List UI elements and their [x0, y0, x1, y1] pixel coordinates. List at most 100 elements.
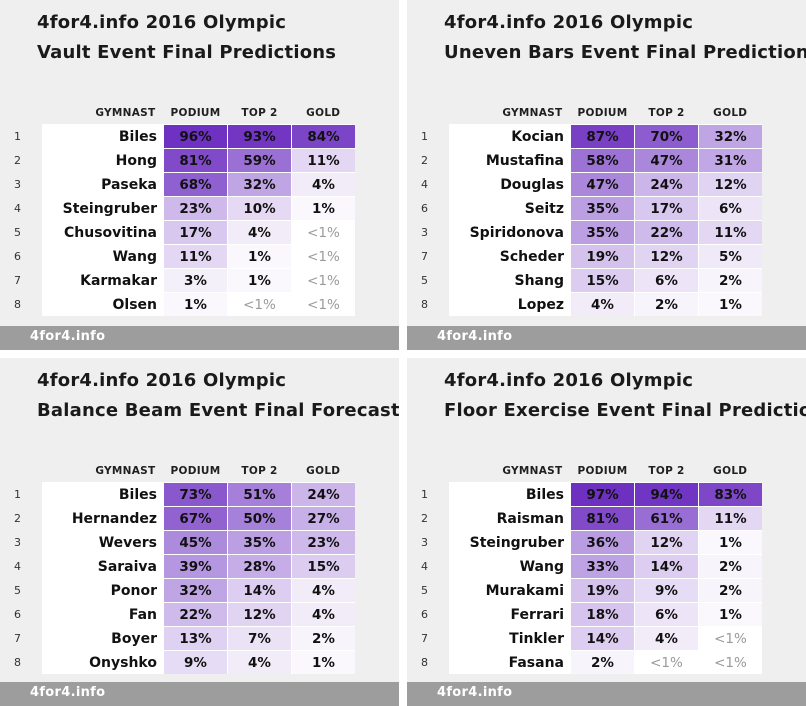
header-row: GYMNAST PODIUM TOP 2 GOLD — [413, 101, 762, 125]
gold-cell: 4% — [291, 172, 355, 197]
gold-cell: <1% — [291, 244, 355, 269]
gold-cell: <1% — [698, 650, 762, 674]
table-row: 2 Raisman 81% 61% 11% — [413, 506, 762, 531]
podium-cell: 81% — [570, 506, 635, 531]
rank-cell: 1 — [6, 124, 43, 149]
gold-cell: 5% — [698, 244, 762, 269]
column-header: TOP 2 — [241, 106, 278, 119]
gymnast-name: Ferrari — [449, 602, 571, 627]
gymnast-name: Scheder — [449, 244, 571, 269]
podium-cell: 15% — [570, 268, 635, 293]
gymnast-name: Biles — [449, 482, 571, 507]
panel-title: 4for4.info 2016 Olympic Vault Event Fina… — [37, 8, 336, 68]
table-row: 1 Biles 97% 94% 83% — [413, 482, 762, 507]
top2-cell: 6% — [634, 602, 699, 627]
top2-cell: 4% — [227, 220, 292, 245]
podium-cell: 11% — [163, 244, 228, 269]
gymnast-name: Tinkler — [449, 626, 571, 651]
top2-cell: 14% — [227, 578, 292, 603]
gymnast-name: Ponor — [42, 578, 164, 603]
top2-cell: 1% — [227, 268, 292, 293]
rank-header — [413, 101, 450, 125]
gold-cell: <1% — [291, 268, 355, 293]
table-row: 6 Ferrari 18% 6% 1% — [413, 602, 762, 627]
top2-cell: 6% — [634, 268, 699, 293]
podium-cell: 68% — [163, 172, 228, 197]
podium-cell: 35% — [570, 220, 635, 245]
gold-cell: 2% — [291, 626, 355, 651]
top2-cell: 50% — [227, 506, 292, 531]
gold-cell: 4% — [291, 578, 355, 603]
top2-cell: 94% — [634, 482, 699, 507]
gymnast-name: Murakami — [449, 578, 571, 603]
table-row: 3 Steingruber 36% 12% 1% — [413, 530, 762, 555]
rank-cell: 4 — [413, 172, 450, 197]
rank-cell: 5 — [413, 578, 450, 603]
gold-cell: 31% — [698, 148, 762, 173]
table-row: 4 Wang 33% 14% 2% — [413, 554, 762, 579]
gymnast-name: Onyshko — [42, 650, 164, 674]
gold-cell: <1% — [698, 626, 762, 651]
column-header: TOP 2 — [648, 106, 685, 119]
column-header: PODIUM — [170, 106, 221, 119]
podium-cell: 1% — [163, 292, 228, 316]
column-header: PODIUM — [170, 464, 221, 477]
gymnast-header: GYMNAST — [95, 464, 156, 477]
rank-cell: 1 — [413, 482, 450, 507]
rank-cell: 8 — [413, 650, 450, 674]
gold-cell: 6% — [698, 196, 762, 221]
podium-cell: 73% — [163, 482, 228, 507]
top2-cell: <1% — [634, 650, 699, 674]
gold-cell: 27% — [291, 506, 355, 531]
rank-cell: 7 — [6, 268, 43, 293]
table-row: 8 Onyshko 9% 4% 1% — [6, 650, 355, 674]
podium-cell: 96% — [163, 124, 228, 149]
footer-bar: 4for4.info — [407, 326, 806, 350]
gold-cell: 84% — [291, 124, 355, 149]
gold-cell: 2% — [698, 268, 762, 293]
rank-cell: 2 — [413, 148, 450, 173]
gymnast-name: Lopez — [449, 292, 571, 316]
top2-cell: 70% — [634, 124, 699, 149]
table-row: 2 Mustafina 58% 47% 31% — [413, 148, 762, 173]
rank-cell: 7 — [413, 626, 450, 651]
top2-cell: 2% — [634, 292, 699, 316]
table-row: 6 Fan 22% 12% 4% — [6, 602, 355, 627]
rank-cell: 3 — [6, 530, 43, 555]
podium-cell: 22% — [163, 602, 228, 627]
panel-title: 4for4.info 2016 Olympic Floor Exercise E… — [444, 366, 806, 426]
gold-cell: <1% — [291, 220, 355, 245]
header-row: GYMNAST PODIUM TOP 2 GOLD — [6, 459, 355, 483]
table-row: 3 Paseka 68% 32% 4% — [6, 172, 355, 197]
top2-cell: 61% — [634, 506, 699, 531]
rank-cell: 1 — [413, 124, 450, 149]
podium-cell: 45% — [163, 530, 228, 555]
podium-cell: 33% — [570, 554, 635, 579]
table-row: 1 Kocian 87% 70% 32% — [413, 124, 762, 149]
top2-cell: 14% — [634, 554, 699, 579]
top2-cell: 12% — [227, 602, 292, 627]
rank-cell: 7 — [413, 244, 450, 269]
title-line-1: 4for4.info 2016 Olympic — [444, 370, 694, 391]
rank-cell: 6 — [6, 602, 43, 627]
table-row: 1 Biles 96% 93% 84% — [6, 124, 355, 149]
vault-panel: 4for4.info 2016 Olympic Vault Event Fina… — [0, 0, 399, 350]
gymnast-name: Chusovitina — [42, 220, 164, 245]
gymnast-name: Seitz — [449, 196, 571, 221]
gold-cell: 1% — [698, 530, 762, 555]
gold-cell: 23% — [291, 530, 355, 555]
table-row: 5 Ponor 32% 14% 4% — [6, 578, 355, 603]
top2-cell: 12% — [634, 530, 699, 555]
rank-cell: 6 — [413, 196, 450, 221]
gymnast-name: Fan — [42, 602, 164, 627]
table-row: 7 Karmakar 3% 1% <1% — [6, 268, 355, 293]
floor-exercise-panel: 4for4.info 2016 Olympic Floor Exercise E… — [407, 358, 806, 706]
title-line-2: Balance Beam Event Final Forecast — [37, 400, 399, 421]
table-row: 8 Fasana 2% <1% <1% — [413, 650, 762, 674]
gymnast-name: Douglas — [449, 172, 571, 197]
rank-cell: 7 — [6, 626, 43, 651]
gymnast-name: Karmakar — [42, 268, 164, 293]
table-row: 1 Biles 73% 51% 24% — [6, 482, 355, 507]
rank-cell: 4 — [6, 554, 43, 579]
